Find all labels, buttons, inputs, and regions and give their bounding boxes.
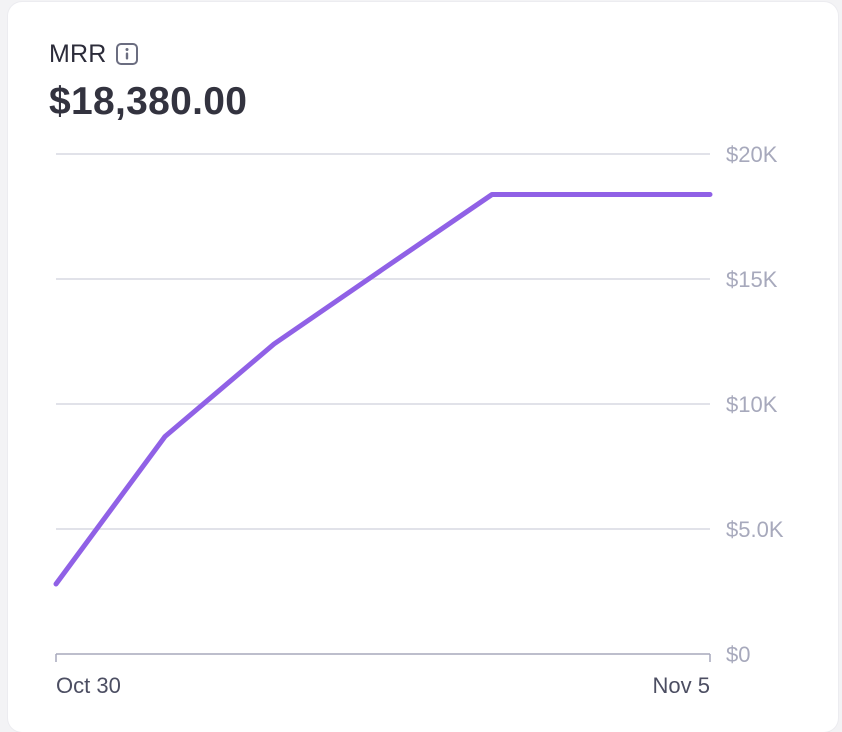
metric-value: $18,380.00 bbox=[49, 80, 248, 123]
metric-title-row: MRR bbox=[49, 38, 247, 70]
info-icon[interactable] bbox=[115, 42, 139, 66]
metric-header: MRR $18,380.00 bbox=[49, 38, 247, 124]
y-tick-label: $0 bbox=[726, 642, 750, 667]
y-tick-label: $20K bbox=[726, 142, 778, 167]
y-tick-label: $5.0K bbox=[726, 517, 784, 542]
metric-title: MRR bbox=[49, 39, 107, 68]
x-tick-label: Nov 5 bbox=[653, 673, 710, 698]
x-tick-label: Oct 30 bbox=[56, 673, 121, 698]
series-line bbox=[53, 192, 713, 587]
mrr-card bbox=[8, 2, 838, 732]
y-tick-label: $10K bbox=[726, 392, 778, 417]
y-tick-label: $15K bbox=[726, 267, 778, 292]
mrr-line-chart: $0 $5.0K $10K $15K $20K Oct 30 Nov 5 bbox=[53, 142, 784, 698]
